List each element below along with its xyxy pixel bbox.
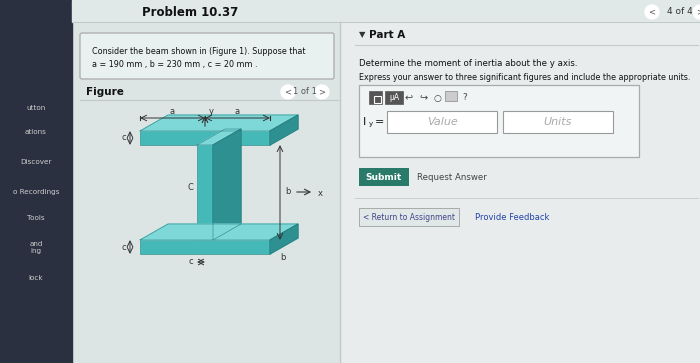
Text: Express your answer to three significant figures and include the appropriate uni: Express your answer to three significant… [359,73,690,82]
Text: <: < [284,87,291,97]
Text: c: c [121,134,126,143]
Polygon shape [140,115,298,131]
Text: <: < [648,8,655,16]
Text: Determine the moment of inertia about the y axis.: Determine the moment of inertia about th… [359,60,578,69]
Text: 1 of 1: 1 of 1 [293,87,317,97]
Circle shape [645,5,659,19]
Text: b: b [280,253,286,262]
Text: a: a [234,107,239,117]
Text: ↪: ↪ [419,93,427,103]
Text: ▼: ▼ [359,30,365,40]
Text: and
ing: and ing [29,241,43,254]
Circle shape [315,85,329,99]
Text: µA: µA [389,94,399,102]
Text: y: y [369,121,373,127]
Text: Part A: Part A [369,30,405,40]
Bar [72,0,700,22]
Bar [503,111,613,133]
Text: x: x [318,189,323,199]
Text: ?: ? [463,94,468,102]
Bar [445,91,457,101]
Bar [340,0,700,363]
Text: I: I [363,117,366,127]
Text: Tools: Tools [27,215,45,221]
Text: Figure: Figure [86,87,124,97]
Bar [374,96,381,103]
Text: a: a [169,107,174,117]
Text: Consider the beam shown in (Figure 1). Suppose that: Consider the beam shown in (Figure 1). S… [92,46,305,56]
Bar [359,168,409,186]
Bar [72,0,340,363]
Text: b: b [285,188,290,196]
Bar [359,85,639,157]
Text: Submit: Submit [366,172,402,182]
Bar [369,91,382,104]
Text: Provide Feedback: Provide Feedback [475,212,550,221]
Text: Problem 10.37: Problem 10.37 [142,5,238,19]
Text: Units: Units [544,117,572,127]
Text: Discover: Discover [20,159,52,165]
Polygon shape [140,224,298,240]
Polygon shape [270,115,298,145]
Text: lock: lock [29,275,43,281]
Bar [140,131,270,145]
Text: utton: utton [27,105,46,111]
Text: >: > [696,8,700,16]
Text: < Return to Assignment: < Return to Assignment [363,212,455,221]
Text: o Recordings: o Recordings [13,189,60,195]
Text: >: > [318,87,326,97]
Text: Request Answer: Request Answer [417,172,486,182]
Bar [359,208,459,226]
Text: ○: ○ [433,94,441,102]
Circle shape [693,5,700,19]
Text: =: = [375,117,384,127]
Text: ↩: ↩ [405,93,413,103]
Bar [0,0,72,363]
Text: c: c [188,257,193,266]
Bar [197,145,213,240]
Bar [387,111,497,133]
Text: C: C [187,183,193,192]
Polygon shape [213,129,241,240]
Text: a = 190 mm , b = 230 mm , c = 20 mm .: a = 190 mm , b = 230 mm , c = 20 mm . [92,61,258,69]
Text: c: c [121,242,126,252]
FancyBboxPatch shape [80,33,334,79]
Bar [140,240,270,254]
Bar [385,91,403,104]
Polygon shape [197,129,241,145]
Text: y: y [209,106,214,115]
Text: Value: Value [426,117,457,127]
Circle shape [281,85,295,99]
Text: ations: ations [25,129,47,135]
Text: 4 of 4: 4 of 4 [667,8,693,16]
Polygon shape [270,224,298,254]
